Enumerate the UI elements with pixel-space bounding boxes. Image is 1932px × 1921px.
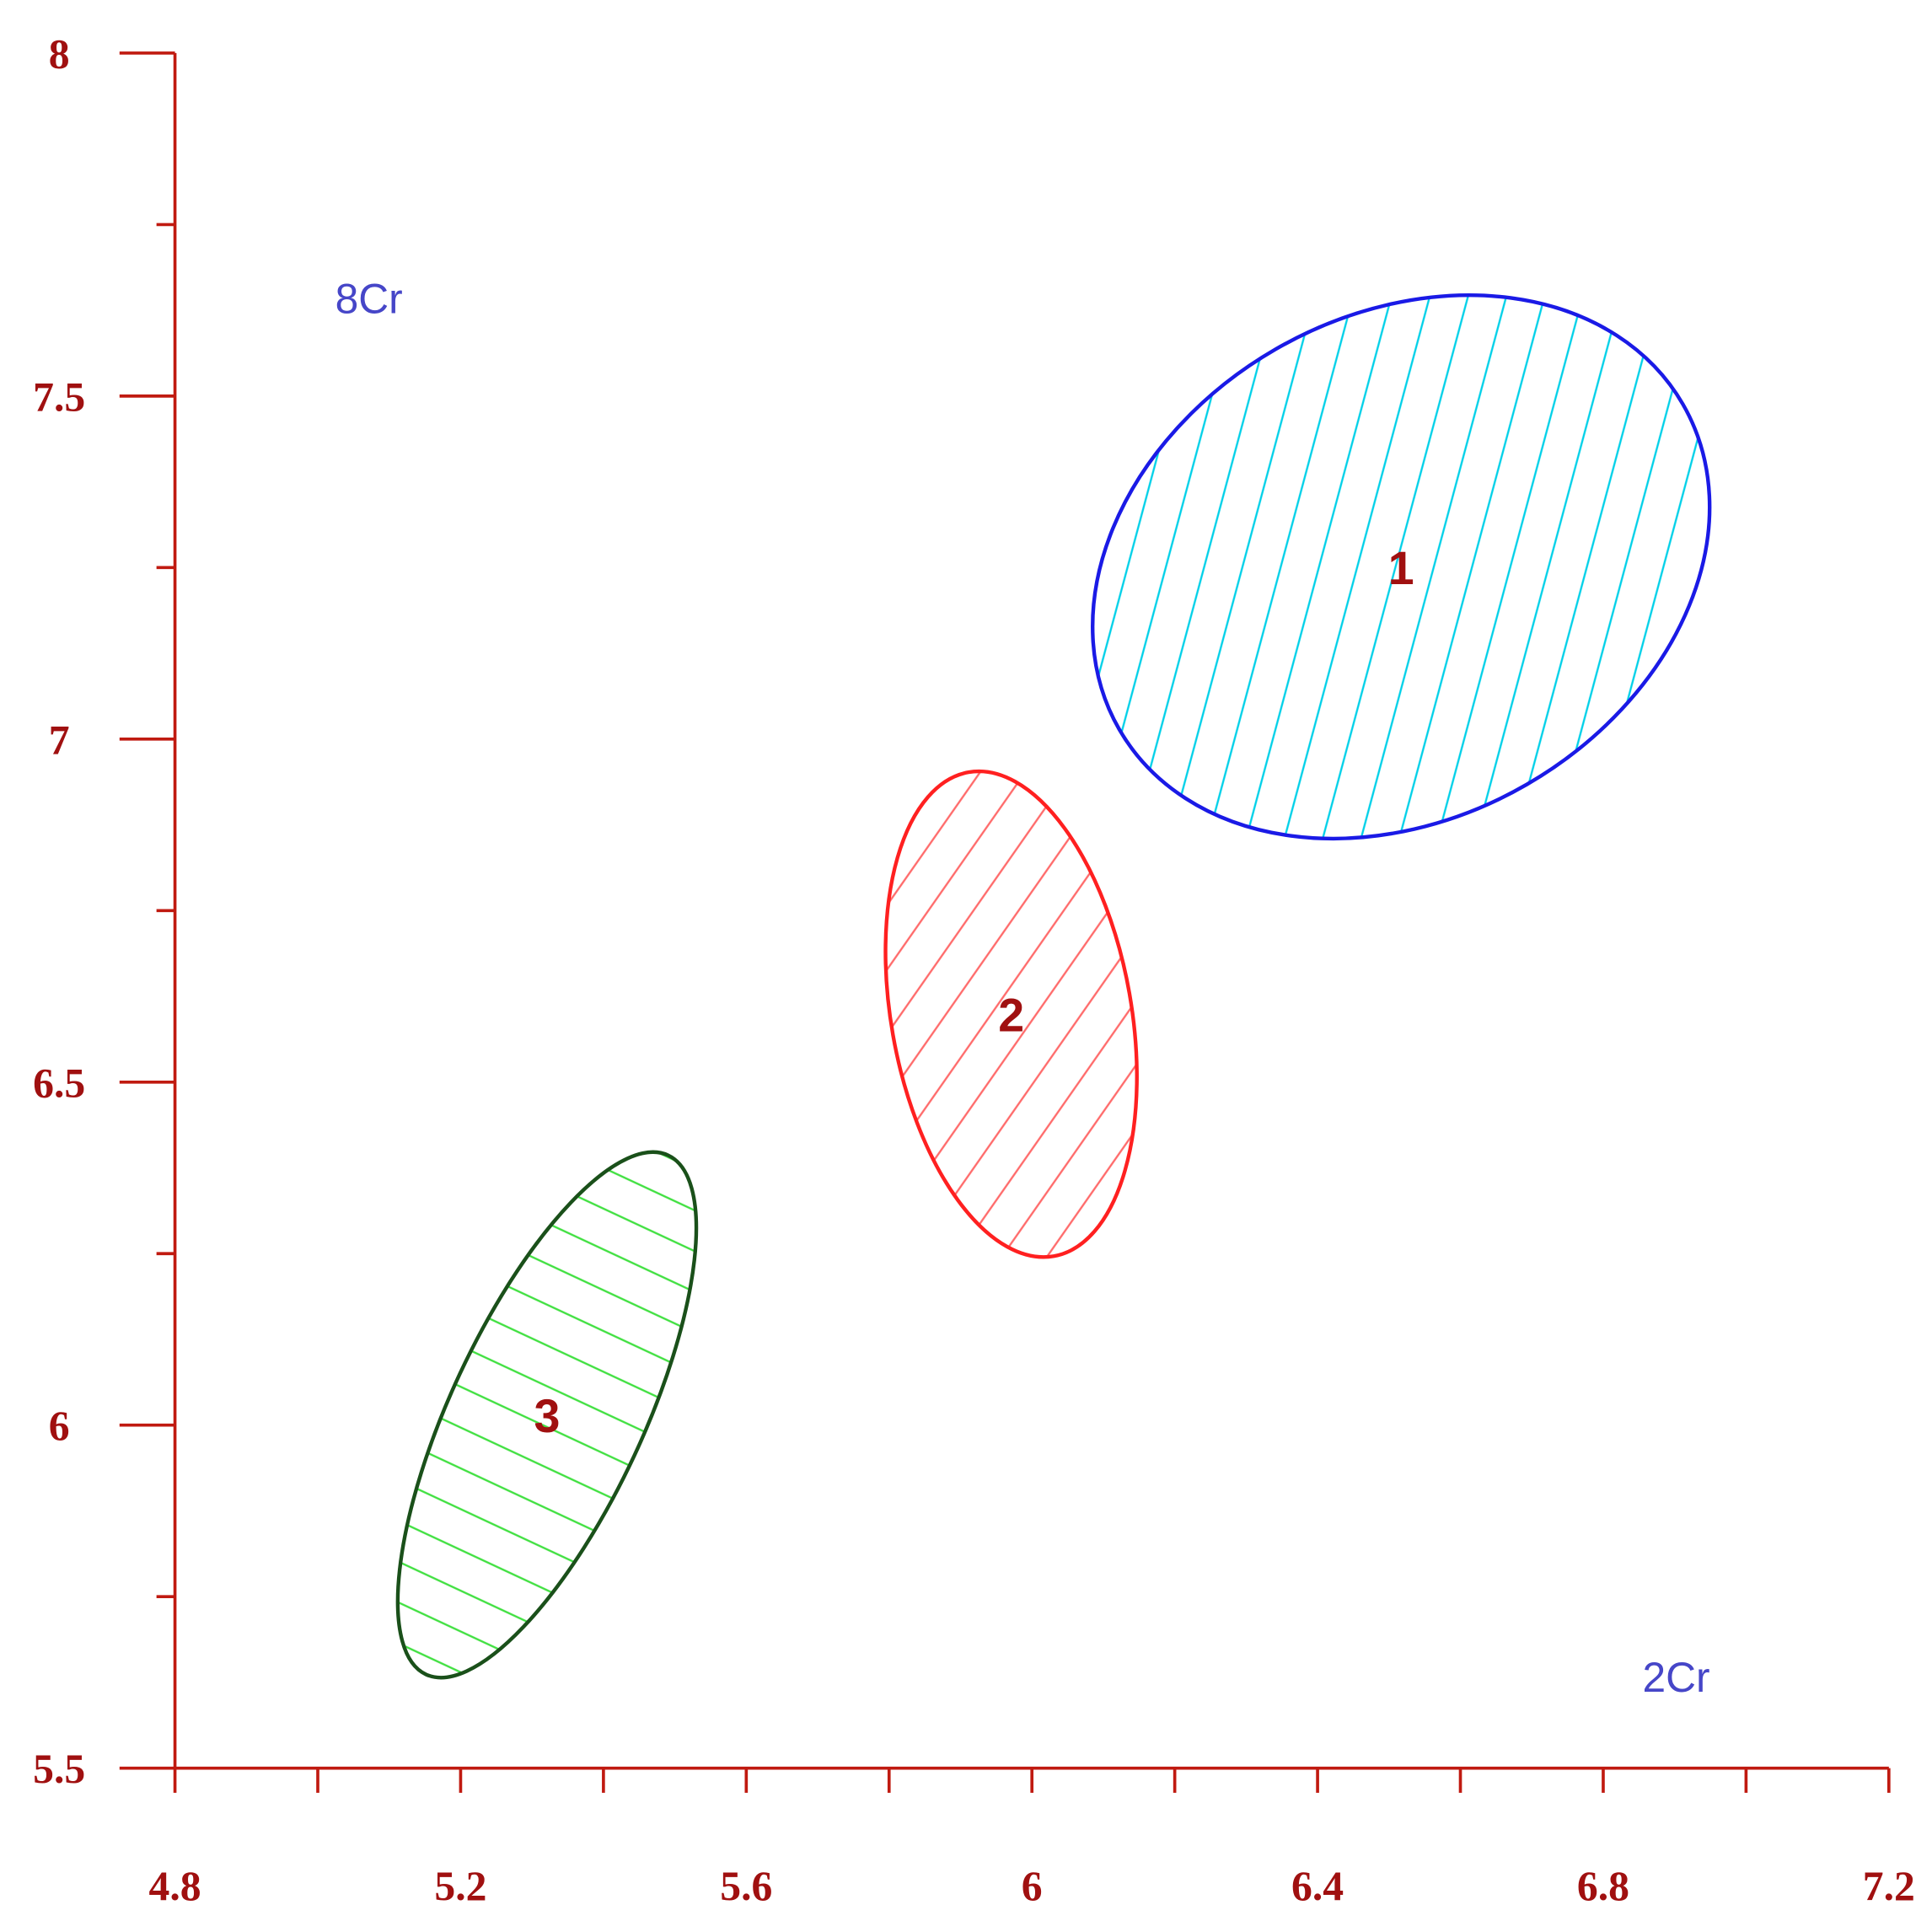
ellipse-region — [1091, 293, 1712, 841]
ellipse-label: 2 — [998, 990, 1024, 1042]
ellipse-region — [395, 1150, 699, 1680]
ellipse-region — [883, 769, 1139, 1259]
annotation: 2Cr — [1642, 1654, 1709, 1701]
x-tick-label: 6.4 — [1291, 1863, 1344, 1909]
y-tick-label: 7.5 — [33, 373, 85, 420]
y-tick-label: 5.5 — [33, 1746, 85, 1792]
x-tick-label: 7.2 — [1863, 1863, 1915, 1909]
x-tick-label: 6 — [1022, 1863, 1043, 1909]
x-tick-label: 5.2 — [434, 1863, 486, 1909]
annotation: 8Cr — [335, 275, 403, 322]
y-tick-label: 7 — [49, 716, 70, 763]
ellipse-label: 1 — [1388, 542, 1414, 594]
x-tick-label: 4.8 — [149, 1863, 201, 1909]
y-tick-label: 8 — [49, 30, 70, 77]
x-tick-label: 6.8 — [1577, 1863, 1629, 1909]
ellipse-label: 3 — [534, 1390, 561, 1442]
x-tick-label: 5.6 — [720, 1863, 772, 1909]
y-tick-label: 6 — [49, 1403, 70, 1449]
y-tick-label: 6.5 — [33, 1060, 85, 1106]
